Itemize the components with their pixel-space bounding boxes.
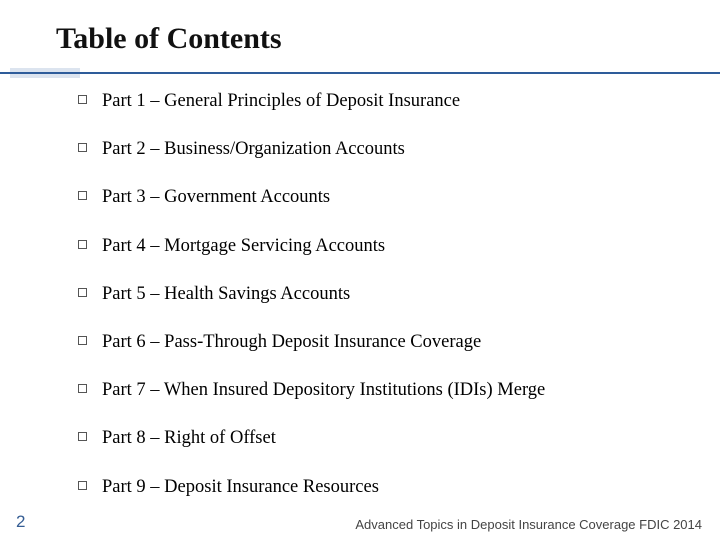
toc-item: Part 5 – Health Savings Accounts bbox=[78, 283, 680, 305]
square-bullet-icon bbox=[78, 240, 87, 249]
slide: Table of Contents Part 1 – General Princ… bbox=[0, 0, 720, 540]
square-bullet-icon bbox=[78, 336, 87, 345]
toc-item-label: Part 3 – Government Accounts bbox=[102, 187, 330, 207]
toc-list: Part 1 – General Principles of Deposit I… bbox=[78, 90, 680, 498]
toc-item: Part 9 – Deposit Insurance Resources bbox=[78, 476, 680, 498]
toc-item: Part 6 – Pass-Through Deposit Insurance … bbox=[78, 331, 680, 353]
toc-item: Part 7 – When Insured Depository Institu… bbox=[78, 379, 680, 401]
toc-item-label: Part 8 – Right of Offset bbox=[102, 428, 276, 448]
toc-item-label: Part 9 – Deposit Insurance Resources bbox=[102, 477, 379, 497]
page-number: 2 bbox=[16, 512, 25, 532]
toc-item-label: Part 6 – Pass-Through Deposit Insurance … bbox=[102, 332, 481, 352]
content-area: Part 1 – General Principles of Deposit I… bbox=[0, 78, 720, 498]
divider-line bbox=[0, 72, 720, 74]
toc-item-label: Part 4 – Mortgage Servicing Accounts bbox=[102, 236, 385, 256]
toc-item-label: Part 1 – General Principles of Deposit I… bbox=[102, 91, 460, 111]
toc-item: Part 3 – Government Accounts bbox=[78, 186, 680, 208]
toc-item: Part 2 – Business/Organization Accounts bbox=[78, 138, 680, 160]
toc-item: Part 4 – Mortgage Servicing Accounts bbox=[78, 235, 680, 257]
toc-item-label: Part 7 – When Insured Depository Institu… bbox=[102, 380, 545, 400]
square-bullet-icon bbox=[78, 432, 87, 441]
square-bullet-icon bbox=[78, 95, 87, 104]
divider bbox=[0, 68, 720, 78]
page-title: Table of Contents bbox=[0, 0, 720, 68]
square-bullet-icon bbox=[78, 288, 87, 297]
toc-item-label: Part 5 – Health Savings Accounts bbox=[102, 284, 350, 304]
toc-item: Part 8 – Right of Offset bbox=[78, 427, 680, 449]
footer-text: Advanced Topics in Deposit Insurance Cov… bbox=[355, 517, 702, 532]
toc-item: Part 1 – General Principles of Deposit I… bbox=[78, 90, 680, 112]
square-bullet-icon bbox=[78, 384, 87, 393]
square-bullet-icon bbox=[78, 191, 87, 200]
square-bullet-icon bbox=[78, 143, 87, 152]
toc-item-label: Part 2 – Business/Organization Accounts bbox=[102, 139, 405, 159]
square-bullet-icon bbox=[78, 481, 87, 490]
